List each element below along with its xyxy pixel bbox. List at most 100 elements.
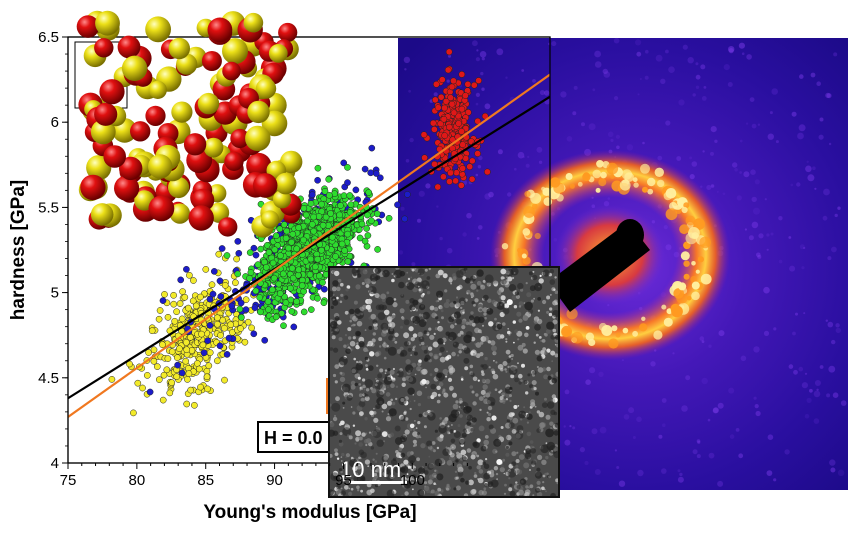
atom-red: [80, 174, 106, 201]
x-tick-label: 75: [60, 472, 77, 489]
scatter-point: [307, 306, 315, 313]
atom-red: [207, 17, 233, 43]
scatter-point: [314, 294, 321, 302]
scatter-point: [143, 372, 151, 379]
scatter-point: [438, 76, 446, 84]
scatter-point: [450, 77, 457, 85]
scatter-point: [311, 263, 319, 271]
scatter-point: [293, 298, 300, 305]
scatter-point: [173, 308, 180, 316]
scatter-point: [238, 314, 245, 321]
fit-lines: [68, 73, 550, 418]
scatter-point: [288, 238, 295, 246]
atom-yellow: [245, 125, 271, 152]
atom-red: [119, 156, 143, 181]
scatter-point: [314, 176, 321, 184]
scatter-point: [272, 313, 280, 321]
scatter-point: [234, 270, 242, 278]
scatter-point: [176, 300, 184, 307]
atom-yellow: [90, 203, 114, 226]
scatter-point: [177, 276, 185, 284]
scatter-point: [168, 348, 176, 356]
scatter-point: [217, 331, 224, 339]
scatter-point: [204, 385, 211, 393]
scatter-point: [289, 274, 297, 282]
scatter-point: [197, 383, 204, 391]
scatter-point: [468, 157, 476, 165]
scatter-point: [170, 300, 178, 308]
scatter-point: [320, 299, 328, 307]
scatter-point: [192, 302, 200, 310]
scatter-point: [153, 363, 161, 370]
scatter-point: [242, 306, 250, 313]
scatter-point: [221, 376, 228, 384]
scatter-point: [246, 274, 253, 282]
scatter-point: [308, 221, 316, 228]
y-tick-label: 6: [51, 114, 59, 131]
scatter-point: [368, 217, 375, 225]
scatter-point: [444, 66, 452, 74]
scatter-point: [447, 169, 454, 177]
scatter-point: [277, 252, 284, 260]
scatter-point: [173, 354, 181, 361]
scatter-point: [319, 279, 326, 286]
scatter-point: [276, 225, 284, 233]
atom-red: [252, 173, 278, 198]
scatter-point: [189, 297, 197, 305]
scatter-point: [199, 341, 207, 349]
scatter-point: [437, 120, 444, 128]
atom-red: [191, 188, 215, 212]
y-tick-label: 6.5: [38, 29, 59, 46]
scatter-point: [310, 227, 318, 235]
scatter-point: [307, 200, 315, 207]
scatter-point: [216, 342, 224, 350]
scatter-point: [244, 318, 252, 326]
atom-red: [114, 175, 140, 201]
scatter-point: [108, 376, 116, 383]
scatter-point: [182, 357, 190, 365]
scatter-point: [314, 255, 321, 263]
scatter-point: [202, 266, 210, 273]
scatter-point: [178, 315, 186, 323]
equation-text: H = 0.0: [264, 428, 323, 448]
scatter-point: [376, 174, 384, 182]
scatter-point: [174, 361, 181, 369]
x-tick-label: 90: [266, 472, 283, 489]
scatter-point: [440, 115, 448, 123]
scatter-point: [448, 100, 456, 108]
scatter-point: [437, 93, 445, 101]
scatter-point: [265, 249, 273, 256]
axes: 75 80 85 90 95 100 4 4.5 5 5.5 6 6.5: [38, 29, 468, 489]
scatter-point: [130, 409, 137, 417]
scatter-point: [441, 104, 448, 112]
scatter-point: [287, 284, 294, 292]
atom-yellow: [145, 16, 172, 43]
scatter-point: [176, 345, 183, 353]
scatter-point: [434, 104, 442, 111]
scatter-point: [459, 141, 467, 148]
scatter-point: [225, 334, 233, 342]
scatter-point: [468, 175, 476, 183]
scatter-point: [155, 315, 163, 323]
scatter-point: [164, 355, 172, 362]
atom-yellow: [261, 210, 280, 229]
scatter-point: [261, 336, 269, 344]
x-tick-label: 80: [129, 472, 146, 489]
scatter-point: [272, 232, 280, 240]
scatter-point: [295, 224, 303, 232]
scatter-point: [341, 247, 349, 254]
scatter-point: [204, 337, 212, 345]
scatter-point: [310, 213, 317, 221]
scatter-point: [458, 128, 465, 135]
scatter-point: [363, 225, 370, 232]
scatter-point: [288, 264, 296, 272]
scatter-point: [445, 123, 453, 131]
scale-bar: [349, 481, 407, 484]
atom-yellow: [203, 137, 224, 158]
scatter-point: [459, 165, 466, 172]
scatter-point: [265, 306, 272, 313]
scatter-point: [316, 272, 323, 280]
scatter-point: [340, 159, 348, 167]
scatter-point: [447, 94, 454, 102]
scatter-point: [197, 293, 204, 301]
